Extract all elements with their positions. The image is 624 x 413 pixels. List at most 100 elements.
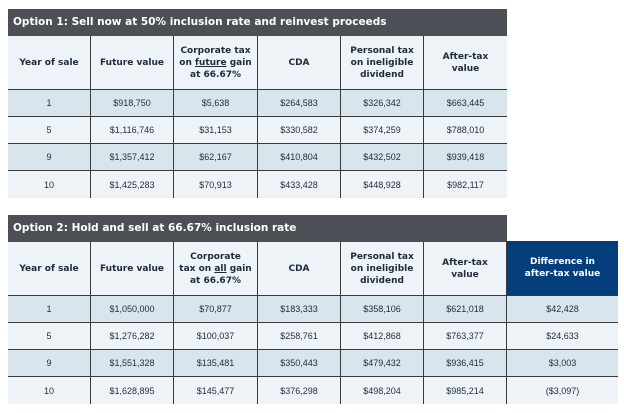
header-text: Future value [99, 57, 165, 68]
table-cell: $410,804 [258, 144, 341, 171]
header-text: Year of sale [19, 263, 79, 274]
header-year-of-sale: Year of sale [8, 36, 91, 90]
option1-body: 1 $918,750 $5,638 $264,583 $326,342 $663,445 5… [8, 90, 507, 198]
header-cda: CDA [258, 36, 341, 90]
table-cell: $763,377 [424, 323, 507, 350]
header-corporate-tax: Corporate tax on future gain at 66.67% [174, 36, 258, 90]
table-cell: $1,116,746 [91, 117, 174, 144]
header-line: at 66.67% [189, 275, 241, 286]
table-cell: 5 [8, 117, 91, 144]
header-line: at 66.67% [190, 69, 241, 80]
table-cell: $1,551,328 [91, 350, 174, 377]
header-text: Personal tax on ineligible dividend [350, 45, 414, 81]
header-line: value [451, 63, 480, 74]
table-cell: $621,018 [424, 296, 507, 323]
table-cell: $1,425,283 [91, 171, 174, 198]
table-cell: $145,477 [174, 377, 258, 404]
header-text: Difference in after-tax value [525, 256, 600, 280]
table-cell: $24,633 [507, 323, 618, 350]
header-text: Corporate tax on all gain at 66.67% [179, 251, 251, 287]
header-line: Personal tax [350, 251, 414, 262]
header-line: on ineligible [350, 263, 414, 274]
table-cell: $448,928 [341, 171, 424, 198]
underlined-word: future [195, 57, 227, 68]
header-line: Corporate tax [180, 45, 251, 56]
table-cell: 1 [8, 90, 91, 117]
table-cell: $374,259 [341, 117, 424, 144]
table-cell: $936,415 [424, 350, 507, 377]
table-cell: $264,583 [258, 90, 341, 117]
table-cell: $258,761 [258, 323, 341, 350]
table-cell: $5,638 [174, 90, 258, 117]
option2-title: Option 2: Hold and sell at 66.67% inclus… [8, 215, 507, 242]
table-cell: $433,428 [258, 171, 341, 198]
table-cell: 5 [8, 323, 91, 350]
table-cell: $663,445 [424, 90, 507, 117]
header-difference-after-tax: Difference in after-tax value [507, 241, 618, 296]
header-text: After-tax value [443, 51, 489, 75]
header-after-tax-value: After-tax value [424, 36, 507, 90]
header-text: CDA [288, 57, 310, 68]
table-cell: 9 [8, 350, 91, 377]
table-cell: $788,010 [424, 117, 507, 144]
table-cell: $358,106 [341, 296, 424, 323]
option2-body: 1 $1,050,000 $70,877 $183,333 $358,106 $621,0… [8, 296, 618, 404]
header-personal-tax: Personal tax on ineligible dividend [341, 36, 424, 90]
header-text: After-tax value [442, 257, 488, 281]
table-cell: $376,298 [258, 377, 341, 404]
header-line: After-tax [442, 51, 489, 62]
table-cell: $42,428 [507, 296, 618, 323]
table-cell: $350,443 [258, 350, 341, 377]
header-line: After-tax [442, 257, 488, 268]
header-line: dividend [360, 69, 404, 80]
table-cell: ($3,097) [507, 377, 618, 404]
table-cell: $70,913 [174, 171, 258, 198]
header-text: CDA [288, 263, 310, 274]
table-cell: $1,628,895 [91, 377, 174, 404]
table-cell: $1,357,412 [91, 144, 174, 171]
header-cda: CDA [258, 242, 341, 296]
table-cell: $326,342 [341, 90, 424, 117]
header-line: Difference in [530, 257, 595, 267]
table-cell: 10 [8, 171, 91, 198]
table-cell: 9 [8, 144, 91, 171]
table-cell: $918,750 [91, 90, 174, 117]
table-cell: 10 [8, 377, 91, 404]
header-future-value: Future value [91, 242, 174, 296]
table-cell: $985,214 [424, 377, 507, 404]
table-cell: $982,117 [424, 171, 507, 198]
header-line: value [451, 269, 479, 280]
option1-grid: Year of sale Future value Corporate tax … [8, 36, 507, 90]
header-line: gain [226, 263, 252, 274]
table-cell: $939,418 [424, 144, 507, 171]
header-future-value: Future value [91, 36, 174, 90]
table-cell: $135,481 [174, 350, 258, 377]
option1-table: Option 1: Sell now at 50% inclusion rate… [8, 9, 507, 198]
header-line: on ineligible [350, 57, 414, 68]
header-year-of-sale: Year of sale [8, 242, 91, 296]
table-cell: $432,502 [341, 144, 424, 171]
option2-grid: Year of sale Future value Corporate tax … [8, 241, 618, 296]
table-cell: $100,037 [174, 323, 258, 350]
header-line: tax on [179, 263, 215, 274]
table-cell: $183,333 [258, 296, 341, 323]
header-personal-tax: Personal tax on ineligible dividend [341, 242, 424, 296]
header-line: after-tax value [524, 269, 601, 279]
header-line: dividend [360, 275, 404, 286]
header-line: Corporate [190, 251, 241, 262]
header-line: gain [226, 57, 252, 68]
header-line: Personal tax [350, 45, 414, 56]
table-cell: $70,877 [174, 296, 258, 323]
header-text: Future value [99, 263, 165, 274]
header-text: Corporate tax on future gain at 66.67% [179, 45, 251, 81]
table-cell: $479,432 [341, 350, 424, 377]
header-line: on [179, 57, 195, 68]
table-cell: $330,582 [258, 117, 341, 144]
header-corporate-tax: Corporate tax on all gain at 66.67% [174, 242, 258, 296]
table-cell: 1 [8, 296, 91, 323]
table-cell: $62,167 [174, 144, 258, 171]
option1-title: Option 1: Sell now at 50% inclusion rate… [8, 9, 507, 36]
underlined-word: all [214, 263, 227, 274]
table-cell: $412,868 [341, 323, 424, 350]
header-text: Year of sale [19, 57, 79, 68]
